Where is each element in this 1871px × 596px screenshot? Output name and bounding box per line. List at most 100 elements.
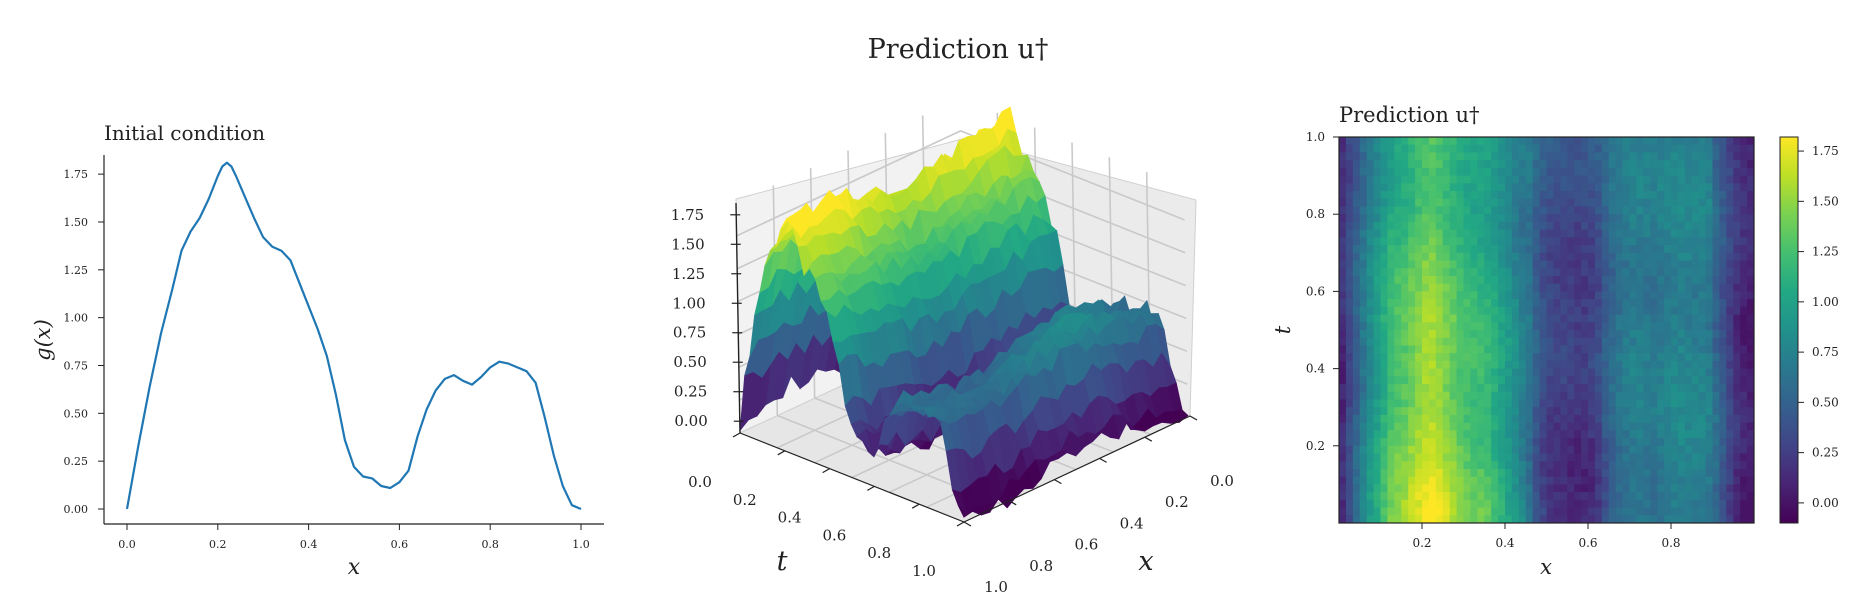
heatmap-cell: [1373, 314, 1382, 323]
heatmap-cell: [1636, 198, 1644, 208]
heatmap-cell: [1684, 515, 1693, 523]
heatmap-cell: [1567, 461, 1575, 470]
heatmap-cell: [1366, 137, 1375, 146]
heatmap-cell: [1394, 391, 1402, 401]
heatmap-cell: [1470, 345, 1478, 354]
heatmap-cell: [1498, 152, 1506, 161]
heatmap-cell: [1636, 360, 1644, 370]
heatmap-y-tick-label: 0.4: [1306, 362, 1325, 376]
heatmap-cell: [1491, 391, 1499, 401]
heatmap-cell: [1712, 314, 1721, 323]
heatmap-cell: [1511, 299, 1520, 308]
heatmap-cell: [1518, 330, 1527, 339]
heatmap-cell: [1740, 275, 1748, 285]
heatmap-cell: [1705, 198, 1714, 208]
heatmap-cell: [1629, 198, 1638, 208]
heatmap-cell: [1408, 283, 1416, 292]
surface-t-axis-line: [739, 432, 965, 523]
heatmap-cell: [1442, 268, 1451, 277]
heatmap-cell: [1505, 291, 1513, 300]
heatmap-cell: [1345, 299, 1354, 308]
heatmap-cell: [1449, 160, 1458, 169]
heatmap-cell: [1650, 492, 1658, 501]
heatmap-cell: [1553, 353, 1561, 362]
heatmap-cell: [1442, 438, 1451, 447]
heatmap-cell: [1422, 322, 1430, 331]
heatmap-cell: [1567, 291, 1575, 300]
heatmap-cell: [1594, 430, 1603, 439]
heatmap-cell: [1518, 453, 1527, 462]
heatmap-cell: [1449, 445, 1458, 455]
heatmap-cell: [1622, 422, 1631, 431]
heatmap-cell: [1726, 476, 1734, 485]
heatmap-cell: [1615, 407, 1624, 416]
heatmap-cell: [1477, 260, 1485, 269]
heatmap-cell: [1705, 152, 1714, 161]
heatmap-cell: [1401, 360, 1409, 370]
heatmap-cell: [1698, 484, 1707, 493]
heatmap-cell: [1401, 221, 1409, 231]
heatmap-cell: [1684, 283, 1693, 292]
heatmap-cell: [1629, 414, 1638, 424]
heatmap-cell: [1733, 299, 1741, 308]
heatmap-cell: [1428, 245, 1437, 254]
heatmap-cell: [1608, 468, 1617, 478]
heatmap-cell: [1719, 384, 1727, 393]
heatmap-cell: [1339, 167, 1347, 177]
heatmap-cell: [1366, 198, 1375, 208]
heatmap-cell: [1373, 160, 1382, 169]
heatmap-cell: [1380, 152, 1389, 161]
heatmap-cell: [1691, 167, 1700, 177]
heatmap-cell: [1518, 407, 1527, 416]
heatmap-cell: [1408, 515, 1416, 523]
heatmap-cell: [1636, 144, 1644, 154]
heatmap-cell: [1408, 144, 1416, 154]
heatmap-cell: [1643, 484, 1651, 493]
heatmap-cell: [1698, 376, 1707, 385]
heatmap-cell: [1553, 183, 1561, 192]
heatmap-cell: [1401, 353, 1409, 362]
heatmap-cell: [1339, 291, 1347, 300]
heatmap-cell: [1470, 144, 1478, 154]
heatmap-cell: [1484, 299, 1492, 308]
heatmap-cell: [1588, 306, 1596, 316]
heatmap-cell: [1588, 191, 1596, 200]
heatmap-cell: [1574, 245, 1582, 254]
heatmap-cell: [1380, 198, 1389, 208]
heatmap-cell: [1428, 306, 1437, 316]
heatmap-cell: [1366, 399, 1375, 408]
heatmap-cell: [1588, 245, 1596, 254]
heatmap-cell: [1505, 275, 1513, 285]
heatmap-cell: [1588, 399, 1596, 408]
heatmap-cell: [1352, 399, 1361, 408]
heatmap-cell: [1525, 183, 1534, 192]
heatmap-cell: [1339, 461, 1347, 470]
heatmap-cell: [1373, 391, 1382, 401]
heatmap-cell: [1636, 376, 1644, 385]
heatmap-cell: [1498, 476, 1506, 485]
heatmap-cell: [1498, 237, 1506, 246]
heatmap-cell: [1574, 360, 1582, 370]
heatmap-cell: [1505, 183, 1513, 192]
heatmap-cell: [1449, 384, 1458, 393]
heatmap-cell: [1422, 152, 1430, 161]
heatmap-cell: [1394, 461, 1402, 470]
heatmap-cell: [1664, 476, 1672, 485]
heatmap-cell: [1594, 330, 1603, 339]
heatmap-cell: [1449, 368, 1458, 377]
heatmap-cell: [1463, 167, 1472, 177]
heatmap-cell: [1664, 330, 1672, 339]
heatmap-cell: [1677, 175, 1686, 184]
heatmap-cell: [1456, 152, 1465, 161]
heatmap-cell: [1442, 430, 1451, 439]
heatmap-cell: [1629, 337, 1638, 347]
heatmap-cell: [1415, 322, 1423, 331]
heatmap-cell: [1643, 152, 1651, 161]
heatmap-cell: [1567, 144, 1575, 154]
heatmap-cell: [1428, 445, 1437, 455]
heatmap-cell: [1532, 167, 1541, 177]
heatmap-cell: [1415, 360, 1423, 370]
heatmap-cell: [1415, 414, 1423, 424]
heatmap-cell: [1601, 160, 1610, 169]
heatmap-cell: [1747, 198, 1754, 208]
